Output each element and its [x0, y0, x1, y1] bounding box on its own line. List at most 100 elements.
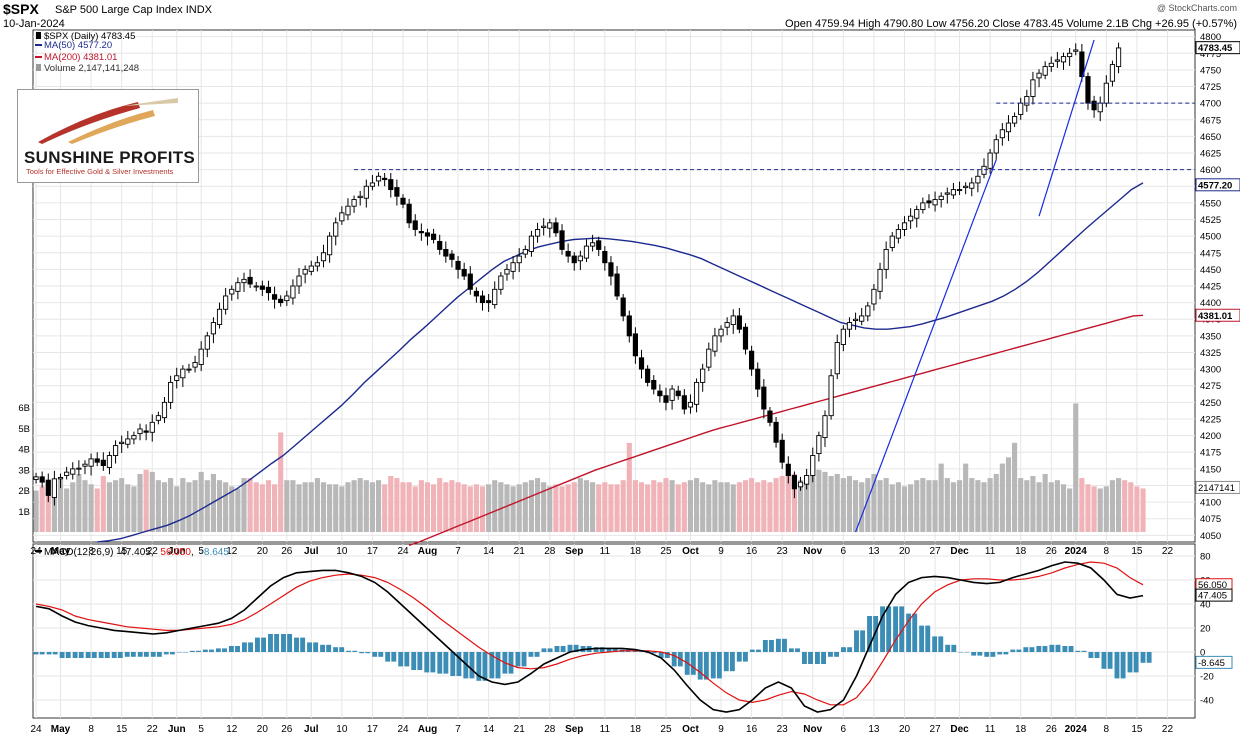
candle [327, 232, 333, 263]
price-tick-label: 4425 [1200, 282, 1221, 293]
x-tick-label: 22 [1162, 546, 1174, 557]
volume-bar [1048, 482, 1054, 532]
candle [914, 205, 920, 228]
candle [241, 272, 247, 292]
candle [461, 262, 467, 281]
volume-bar [39, 486, 45, 532]
candle-body [351, 199, 357, 207]
candle [45, 473, 51, 503]
candle [547, 218, 553, 238]
macd-x-tick-label: 11 [600, 724, 611, 735]
candle-body [100, 459, 106, 466]
macd-histogram-bar [925, 625, 931, 652]
x-tick-label: 20 [257, 546, 269, 557]
candle-body [486, 300, 492, 304]
macd-x-tick-label: 27 [930, 724, 942, 735]
macd-x-tick-label: 8 [88, 724, 94, 735]
volume-bar [1085, 484, 1091, 532]
x-tick-label: 26 [1046, 546, 1058, 557]
volume-bar [571, 482, 577, 532]
volume-bar [198, 471, 204, 532]
x-tick-label: 8 [88, 546, 94, 557]
candle [82, 460, 88, 475]
candle [846, 317, 853, 338]
volume-bar [119, 478, 125, 532]
macd-x-tick-label: 15 [116, 724, 128, 735]
candle-body [70, 468, 76, 475]
volume-bar [253, 482, 259, 532]
macd-histogram-bar [333, 647, 339, 652]
candle-body [651, 379, 657, 390]
volume-bar [314, 478, 320, 532]
macd-histogram-bar [143, 652, 149, 657]
candle-body [259, 285, 265, 290]
macd-tick-label: 40 [1200, 600, 1211, 611]
macd-histogram-bar [495, 652, 501, 679]
candle-body [742, 326, 749, 350]
candle-body [920, 202, 926, 210]
candle [168, 375, 174, 410]
volume-bar [437, 478, 443, 532]
candle-body [956, 189, 963, 192]
macd-histogram-bar [690, 652, 696, 675]
candle [1011, 112, 1018, 128]
candle [553, 217, 559, 237]
volume-bar [816, 469, 822, 532]
ohlc-readout: Open 4759.94 High 4790.80 Low 4756.20 Cl… [785, 18, 1237, 30]
candle [149, 414, 155, 442]
candle-body [1030, 79, 1036, 97]
candle [486, 293, 492, 312]
volume-bar [773, 478, 779, 532]
volume-bar [394, 478, 400, 532]
volume-bar [265, 480, 272, 532]
candle-body [791, 475, 798, 490]
volume-bar [993, 473, 999, 532]
volume-tag-box [1195, 480, 1240, 494]
macd-histogram-bar [255, 637, 260, 652]
candle-body [339, 212, 345, 222]
macd-histogram-bar [945, 644, 951, 652]
macd-histogram-bar [860, 630, 866, 652]
candle-body [33, 476, 39, 480]
volume-bar [791, 473, 797, 532]
macd-histogram-bar [59, 652, 65, 658]
volume-bar [406, 482, 412, 532]
candle-body [119, 441, 125, 445]
macd-histogram-bar [437, 652, 443, 674]
price-tick-label: 4750 [1200, 65, 1221, 76]
candle [602, 246, 608, 271]
x-tick-label: May [51, 546, 71, 557]
volume-bar [1042, 473, 1048, 532]
volume-bar [149, 471, 155, 532]
macd-x-tick-label: 20 [899, 724, 911, 735]
volume-bar [1079, 478, 1085, 532]
candle [736, 307, 742, 334]
volume-bar [804, 478, 810, 532]
volume-bar [981, 482, 987, 532]
candle-body [975, 175, 981, 184]
volume-bar [1091, 486, 1097, 532]
candle-body [424, 232, 431, 237]
macd-histogram-bar [528, 652, 534, 657]
volume-bar [651, 480, 657, 532]
candle-body [938, 195, 944, 201]
x-tick-label: Jun [168, 546, 186, 557]
macd-histogram-bar [847, 647, 853, 652]
candle-body [767, 410, 773, 423]
volume-bar [192, 480, 198, 532]
volume-bar [174, 486, 180, 532]
moving-averages [97, 182, 1144, 546]
macd-histogram-bar [215, 648, 221, 652]
macd-histogram-bar [912, 613, 918, 652]
volume-tick-label: 4B [18, 445, 30, 456]
volume-bar [106, 482, 113, 532]
volume-bar [64, 488, 70, 532]
candle-body [241, 278, 247, 284]
volume-bar [424, 482, 431, 532]
macd-x-tick-label: 20 [257, 724, 269, 735]
macd-histogram-bar [111, 652, 117, 658]
macd-x-tick-label: 24 [397, 724, 409, 735]
candle-body [846, 322, 853, 330]
candle [455, 256, 461, 279]
ma200-tag: 4381.01 [1195, 308, 1240, 322]
